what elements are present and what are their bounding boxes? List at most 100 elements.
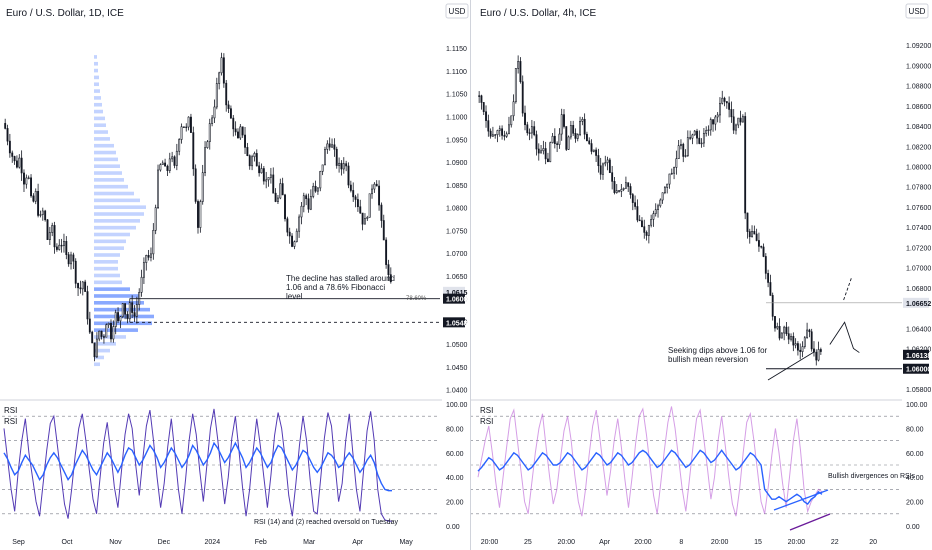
- candle-body: [611, 172, 614, 182]
- candle-body: [480, 95, 483, 103]
- candle-body: [790, 336, 792, 340]
- candle-body: [326, 143, 329, 150]
- candle-body: [316, 187, 319, 192]
- candle-body: [229, 108, 232, 119]
- candle-body: [776, 326, 779, 329]
- candle-body: [666, 183, 669, 188]
- candle-body: [175, 150, 178, 166]
- volume-profile-bar: [94, 75, 99, 80]
- price-label-text: 1.06000: [906, 367, 931, 374]
- svg-text:level: level: [286, 292, 303, 301]
- volume-profile-bar: [94, 253, 120, 257]
- price-tick-label: 1.07000: [906, 266, 931, 273]
- candle-body: [72, 254, 75, 262]
- divergence-rsi-line: [773, 489, 829, 511]
- rsi-label: RSI: [4, 406, 17, 415]
- candle-body: [60, 244, 63, 247]
- candle-body: [670, 172, 673, 175]
- candle-body: [521, 81, 524, 114]
- candle-body: [485, 111, 487, 121]
- candle-body: [373, 183, 376, 190]
- candle-body: [277, 197, 279, 202]
- price-tick-label: 1.07400: [906, 225, 931, 232]
- time-tick-label: 25: [524, 539, 532, 546]
- candle-body: [675, 158, 678, 168]
- candle-body: [540, 150, 542, 154]
- candle-body: [629, 186, 632, 195]
- volume-profile-bar: [94, 178, 124, 182]
- candle-body: [48, 232, 51, 240]
- svg-text:Seeking dips above 1.06 for: Seeking dips above 1.06 for: [668, 346, 768, 355]
- volume-profile-bar: [94, 96, 101, 100]
- candle-body: [482, 102, 485, 113]
- candle-body: [67, 254, 70, 265]
- candle-body: [65, 241, 68, 255]
- candle-body: [801, 346, 804, 352]
- candle-body: [714, 116, 717, 125]
- candle-body: [691, 134, 694, 139]
- rsi-annotation: Bullish divergences on RSIs: [828, 473, 916, 480]
- volume-profile-bar: [94, 82, 99, 87]
- time-tick-label: 22: [831, 539, 839, 546]
- candle-body: [293, 241, 296, 247]
- candle-body: [206, 141, 209, 149]
- candle-body: [39, 214, 42, 216]
- candle-body: [551, 135, 554, 143]
- candle-body: [721, 97, 724, 104]
- time-tick-label: 20: [869, 539, 877, 546]
- candle-body: [380, 204, 383, 221]
- candle-body: [787, 333, 790, 340]
- candle-body: [489, 130, 492, 137]
- candle-body: [185, 126, 188, 129]
- price-tick-label: 1.08800: [906, 84, 931, 91]
- candle-body: [63, 241, 65, 246]
- candle-body: [281, 183, 284, 196]
- candle-body: [574, 133, 577, 139]
- candle-body: [187, 116, 190, 128]
- candle-body: [723, 97, 726, 102]
- candle-body: [597, 155, 600, 167]
- volume-profile-bar: [94, 287, 130, 291]
- rsi-annotation: RSI (14) and (2) reached oversold on Tue…: [254, 519, 398, 526]
- volume-profile-bar: [94, 225, 136, 230]
- price-tick-label: 1.07600: [906, 205, 931, 212]
- svg-text:bullish mean reversion: bullish mean reversion: [668, 355, 748, 364]
- candle-body: [524, 112, 526, 126]
- candle-body: [15, 160, 18, 168]
- candle-body: [192, 132, 195, 170]
- svg-text:The decline has stalled around: The decline has stalled around: [286, 274, 395, 283]
- candle-body: [549, 142, 552, 163]
- price-tick-label: 1.08400: [906, 124, 931, 131]
- volume-profile-bar: [94, 198, 140, 203]
- candle-body: [583, 118, 586, 135]
- candle-body: [505, 133, 508, 137]
- candle-body: [767, 273, 770, 283]
- candle-body: [55, 246, 58, 250]
- candle-body: [58, 244, 61, 250]
- candle-body: [8, 140, 11, 154]
- candle-body: [778, 326, 781, 339]
- candle-body: [558, 133, 561, 145]
- candle-body: [553, 135, 556, 145]
- candle-body: [641, 220, 643, 228]
- time-tick-label: 20:00: [634, 539, 652, 546]
- candle-body: [340, 162, 343, 170]
- candle-body: [4, 123, 7, 129]
- rsi-tick-label: 100.00: [906, 402, 928, 409]
- volume-profile-bar: [94, 164, 120, 169]
- candle-body: [682, 143, 685, 157]
- candle-body: [286, 218, 289, 233]
- candle-body: [510, 115, 513, 126]
- candle-body: [508, 124, 510, 135]
- candle-body: [707, 129, 710, 132]
- candle-body: [796, 343, 799, 351]
- candle-body: [100, 330, 103, 337]
- price-tick-label: 1.0800: [446, 206, 468, 213]
- candle-body: [389, 274, 392, 283]
- candle-body: [34, 191, 37, 202]
- candle-body: [530, 126, 533, 134]
- candle-body: [204, 147, 207, 174]
- price-tick-label: 1.08600: [906, 104, 931, 111]
- candle-body: [693, 130, 696, 136]
- candle-body: [133, 312, 136, 317]
